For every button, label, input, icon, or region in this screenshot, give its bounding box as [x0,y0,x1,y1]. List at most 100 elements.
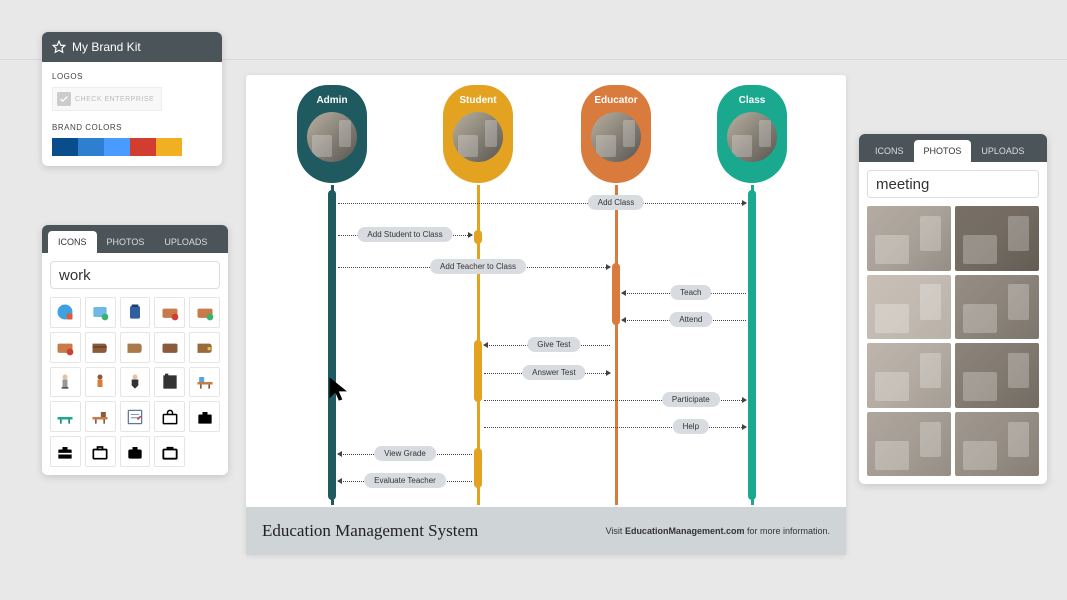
lane-label: Admin [316,95,347,106]
brand-kit-header: My Brand Kit [42,32,222,62]
icon-item[interactable] [120,367,151,398]
tab-icons-right[interactable]: ICONS [865,140,914,162]
footer-sub-lead: Visit [606,526,625,536]
arrow-head-icon [621,317,626,323]
icon-item[interactable] [50,297,81,328]
photos-search-row [867,170,1039,198]
activation-bar [748,190,756,500]
brand-color-swatch[interactable] [78,138,104,156]
brand-kit-body: LOGOS CHECK ENTERPRISE BRAND COLORS [42,62,222,166]
icon-item[interactable] [120,332,151,363]
sequence-message-label[interactable]: Add Class [588,195,644,210]
icon-item[interactable] [50,401,81,432]
icon-item[interactable] [50,332,81,363]
icon-item[interactable] [120,401,151,432]
lane-avatar [453,112,503,162]
icon-item[interactable] [85,436,116,467]
sequence-lifeline [615,185,618,505]
arrow-head-icon [468,232,473,238]
sequence-lane-head[interactable]: Educator [581,85,651,183]
brand-colors-section-label: BRAND COLORS [52,123,212,132]
tab-icons[interactable]: ICONS [48,231,97,253]
cursor-icon [326,375,354,403]
check-enterprise-label: CHECK ENTERPRISE [75,96,154,103]
brand-kit-title: My Brand Kit [72,40,141,54]
logos-section-label: LOGOS [52,72,212,81]
brand-color-swatch[interactable] [156,138,182,156]
arrow-head-icon [742,424,747,430]
footer-sub-trail: for more information. [744,526,830,536]
icon-item[interactable] [85,297,116,328]
icon-item[interactable] [189,297,220,328]
photo-item[interactable] [867,275,951,340]
photo-item[interactable] [955,206,1039,271]
sequence-message-label[interactable]: Evaluate Teacher [364,473,446,488]
brand-kit-panel: My Brand Kit LOGOS CHECK ENTERPRISE BRAN… [42,32,222,166]
icon-item[interactable] [154,436,185,467]
icon-item[interactable] [85,401,116,432]
sequence-message-label[interactable]: Answer Test [522,365,585,380]
arrow-head-icon [337,451,342,457]
brand-color-swatch[interactable] [104,138,130,156]
tab-uploads-right[interactable]: UPLOADS [971,140,1034,162]
brand-color-swatch[interactable] [52,138,78,156]
lane-avatar [591,112,641,162]
photos-search-input[interactable] [876,176,1047,193]
sequence-message-label[interactable]: Attend [669,312,712,327]
photo-item[interactable] [867,343,951,408]
icons-panel-body [42,253,228,475]
photo-item[interactable] [955,275,1039,340]
icons-panel: ICONS PHOTOS UPLOADS [42,225,228,475]
sequence-lane-head[interactable]: Class [717,85,787,183]
sequence-message-label[interactable]: Add Teacher to Class [430,259,526,274]
lane-label: Class [739,95,766,106]
icons-search-row [50,261,220,289]
arrow-head-icon [606,370,611,376]
icon-item[interactable] [85,332,116,363]
arrow-head-icon [337,478,342,484]
icon-item[interactable] [154,332,185,363]
footer-sub-bold: EducationManagement.com [625,526,745,536]
photo-item[interactable] [955,412,1039,477]
icon-item[interactable] [189,367,220,398]
icons-search-input[interactable] [59,267,228,284]
icon-item[interactable] [154,367,185,398]
tab-photos[interactable]: PHOTOS [97,231,155,253]
sequence-message-label[interactable]: Teach [670,285,711,300]
icon-item[interactable] [189,332,220,363]
lane-avatar [727,112,777,162]
canvas-inner: Education Management System Visit Educat… [246,75,846,555]
icon-item[interactable] [85,367,116,398]
photo-item[interactable] [955,343,1039,408]
footer-title: Education Management System [262,521,478,541]
brand-color-swatch[interactable] [130,138,156,156]
sequence-lane-head[interactable]: Admin [297,85,367,183]
activation-bar [474,340,482,402]
star-icon [52,40,66,54]
logo-upload-box[interactable]: CHECK ENTERPRISE [52,87,162,111]
photo-item[interactable] [867,412,951,477]
sequence-message-label[interactable]: Give Test [527,337,580,352]
activation-bar [474,230,482,244]
icon-item[interactable] [189,401,220,432]
photo-item[interactable] [867,206,951,271]
icon-grid [50,297,220,467]
lane-label: Educator [594,95,637,106]
icon-item[interactable] [50,436,81,467]
sequence-message-label[interactable]: Help [673,419,709,434]
icon-item[interactable] [120,297,151,328]
design-canvas[interactable]: Education Management System Visit Educat… [246,75,846,555]
icon-item[interactable] [154,297,185,328]
tab-photos-right[interactable]: PHOTOS [914,140,972,162]
sequence-message-label[interactable]: Participate [662,392,720,407]
icon-item[interactable] [120,436,151,467]
canvas-footer: Education Management System Visit Educat… [246,507,846,555]
arrow-head-icon [742,200,747,206]
icon-item[interactable] [50,367,81,398]
icon-item[interactable] [154,401,185,432]
check-icon [57,92,71,106]
tab-uploads[interactable]: UPLOADS [154,231,217,253]
sequence-message-label[interactable]: View Grade [374,446,436,461]
sequence-message-label[interactable]: Add Student to Class [357,227,452,242]
sequence-lane-head[interactable]: Student [443,85,513,183]
